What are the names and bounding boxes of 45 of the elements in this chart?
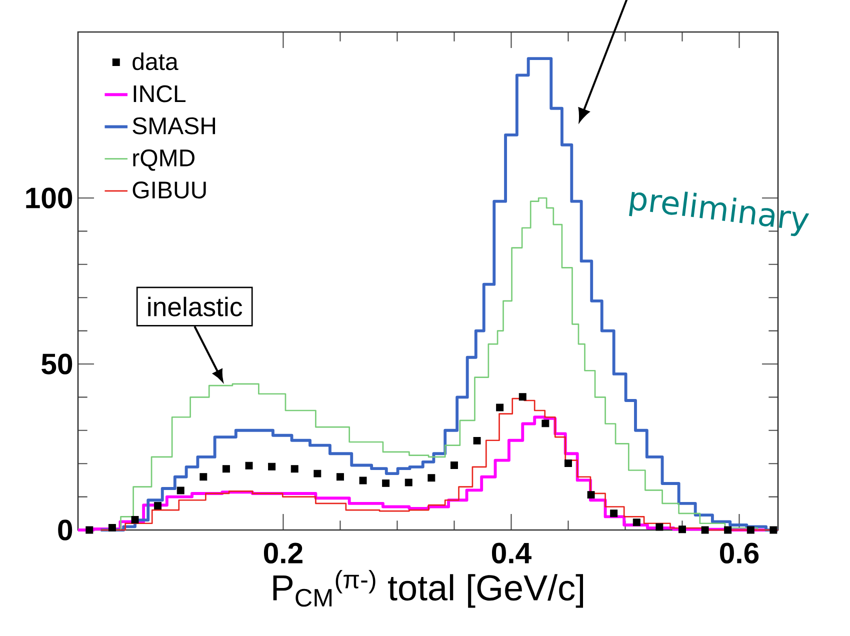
point xyxy=(518,393,526,401)
legend-label: data xyxy=(132,52,178,70)
point xyxy=(632,518,640,526)
point xyxy=(428,474,436,482)
point xyxy=(701,526,709,534)
x-tick-label: 0.4 xyxy=(492,542,532,564)
point xyxy=(404,478,412,486)
point xyxy=(245,462,253,470)
x-tick-label: 0.2 xyxy=(264,542,302,564)
point xyxy=(154,502,162,510)
point xyxy=(450,462,458,469)
point xyxy=(268,462,276,470)
y-tick-label: 0 xyxy=(58,520,72,540)
y-tick-label: 50 xyxy=(42,354,72,374)
x-axis-title: P$_{CM}$$^{(π-)}$ total [GeV/c] xyxy=(273,570,584,608)
point xyxy=(131,516,139,524)
legend-label: GIBUU xyxy=(132,182,206,199)
point xyxy=(542,420,550,428)
y-tick-label: 100 xyxy=(26,188,72,208)
point xyxy=(564,460,572,467)
point xyxy=(724,526,732,534)
legend-label: INCL xyxy=(134,85,186,102)
point xyxy=(222,465,230,473)
point xyxy=(314,470,322,478)
point xyxy=(496,404,504,412)
point xyxy=(359,476,367,484)
point xyxy=(678,526,686,534)
x-tick-label: 0.6 xyxy=(720,542,759,564)
point xyxy=(176,486,184,494)
point xyxy=(200,473,208,481)
point xyxy=(108,524,116,532)
point xyxy=(86,526,94,534)
legend-label: SMASH xyxy=(132,117,216,134)
point xyxy=(473,436,481,444)
annotation: preliminary xyxy=(629,192,810,236)
point xyxy=(770,526,778,534)
legend-label: rQMD xyxy=(133,149,194,171)
point xyxy=(336,473,344,481)
point xyxy=(290,465,298,473)
point xyxy=(746,526,754,534)
point xyxy=(656,523,664,531)
point xyxy=(587,491,595,499)
annotation: inelastic xyxy=(148,296,242,316)
point xyxy=(382,479,390,487)
point xyxy=(610,510,618,518)
